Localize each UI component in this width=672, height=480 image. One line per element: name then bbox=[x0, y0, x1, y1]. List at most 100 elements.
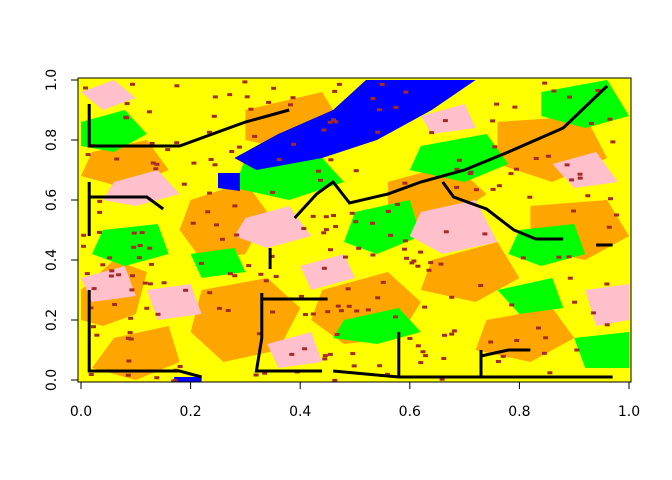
speckle bbox=[146, 110, 152, 114]
path-line-8 bbox=[441, 181, 564, 241]
speckle bbox=[116, 273, 122, 277]
speckle bbox=[147, 282, 153, 286]
speckle bbox=[136, 256, 142, 260]
speckle bbox=[263, 279, 269, 283]
path-line-2 bbox=[89, 195, 165, 211]
speckle bbox=[266, 100, 272, 104]
speckle bbox=[216, 306, 222, 310]
speckle bbox=[403, 90, 409, 94]
path-line-3 bbox=[87, 290, 202, 379]
speckle bbox=[212, 95, 218, 99]
speckle bbox=[441, 357, 447, 360]
speckle bbox=[225, 309, 231, 312]
speckle bbox=[567, 95, 572, 99]
speckle bbox=[379, 83, 385, 86]
speckle bbox=[198, 261, 204, 265]
speckle bbox=[375, 296, 381, 300]
speckle bbox=[139, 231, 145, 235]
speckle bbox=[273, 275, 279, 278]
region-7 bbox=[420, 242, 520, 302]
speckle bbox=[449, 332, 455, 336]
speckle bbox=[478, 284, 484, 287]
speckle bbox=[577, 176, 583, 180]
speckle bbox=[566, 255, 572, 259]
y-tick-label: 1.0 bbox=[44, 69, 60, 91]
speckle bbox=[191, 161, 197, 165]
speckle bbox=[154, 162, 160, 166]
speckle bbox=[288, 103, 293, 107]
speckle bbox=[94, 333, 100, 337]
x-tick-label: 0.4 bbox=[289, 404, 311, 420]
speckle bbox=[125, 373, 131, 377]
speckle bbox=[211, 114, 217, 118]
speckle bbox=[232, 274, 238, 278]
speckle bbox=[183, 288, 189, 292]
speckle bbox=[585, 194, 591, 198]
speckle bbox=[439, 377, 445, 381]
x-tick-label: 1.0 bbox=[618, 404, 640, 420]
speckle bbox=[423, 354, 428, 358]
region-11 bbox=[92, 326, 180, 380]
speckle bbox=[377, 364, 383, 368]
speckle bbox=[536, 326, 541, 330]
speckle bbox=[144, 306, 150, 310]
speckle bbox=[126, 359, 132, 363]
speckle bbox=[207, 191, 212, 195]
x-tick-label: 0.8 bbox=[508, 404, 530, 420]
speckle bbox=[610, 140, 616, 144]
speckle bbox=[270, 190, 276, 194]
speckle bbox=[227, 93, 233, 97]
speckle bbox=[100, 263, 106, 267]
speckle bbox=[332, 89, 338, 93]
speckle bbox=[328, 158, 334, 162]
speckle bbox=[354, 309, 360, 313]
speckle bbox=[291, 142, 297, 146]
speckle bbox=[353, 169, 359, 173]
speckle bbox=[214, 223, 219, 227]
speckle bbox=[429, 131, 435, 135]
speckle bbox=[172, 379, 178, 382]
speckle bbox=[402, 247, 407, 251]
speckle bbox=[509, 303, 515, 307]
speckle bbox=[125, 336, 131, 340]
path-line-7 bbox=[293, 84, 609, 220]
x-tick-label: 0.6 bbox=[399, 404, 421, 420]
speckle bbox=[131, 245, 137, 249]
speckle bbox=[149, 142, 155, 145]
speckle bbox=[290, 96, 296, 100]
speckle bbox=[495, 360, 501, 363]
speckle bbox=[321, 231, 327, 235]
speckle bbox=[310, 214, 316, 218]
speckle bbox=[212, 163, 218, 167]
speckle bbox=[569, 178, 575, 182]
speckle bbox=[541, 351, 547, 355]
speckle bbox=[302, 313, 308, 316]
speckle bbox=[321, 266, 327, 270]
speckle bbox=[333, 225, 339, 228]
speckle bbox=[232, 204, 238, 208]
speckle bbox=[129, 288, 135, 292]
region-33 bbox=[81, 80, 136, 110]
speckle bbox=[227, 272, 233, 276]
speckle bbox=[234, 233, 240, 237]
speckle bbox=[454, 185, 460, 189]
speckle bbox=[97, 199, 103, 203]
region-36 bbox=[174, 377, 202, 382]
speckle bbox=[246, 264, 252, 268]
region-layer bbox=[81, 80, 629, 382]
speckle bbox=[123, 115, 129, 119]
speckle bbox=[456, 158, 462, 162]
speckle bbox=[346, 304, 352, 308]
y-tick-label: 0.0 bbox=[44, 369, 60, 391]
region-31 bbox=[420, 104, 476, 134]
speckle bbox=[298, 294, 304, 298]
speckle bbox=[451, 329, 457, 333]
y-axis: 0.0 0.2 0.4 0.6 0.8 1.0 bbox=[44, 69, 79, 391]
speckle bbox=[253, 373, 259, 377]
speckle bbox=[415, 344, 421, 348]
region-32 bbox=[300, 254, 355, 290]
speckle bbox=[331, 214, 336, 217]
speckle bbox=[482, 232, 488, 236]
speckle bbox=[551, 89, 557, 93]
speckle bbox=[88, 306, 94, 310]
